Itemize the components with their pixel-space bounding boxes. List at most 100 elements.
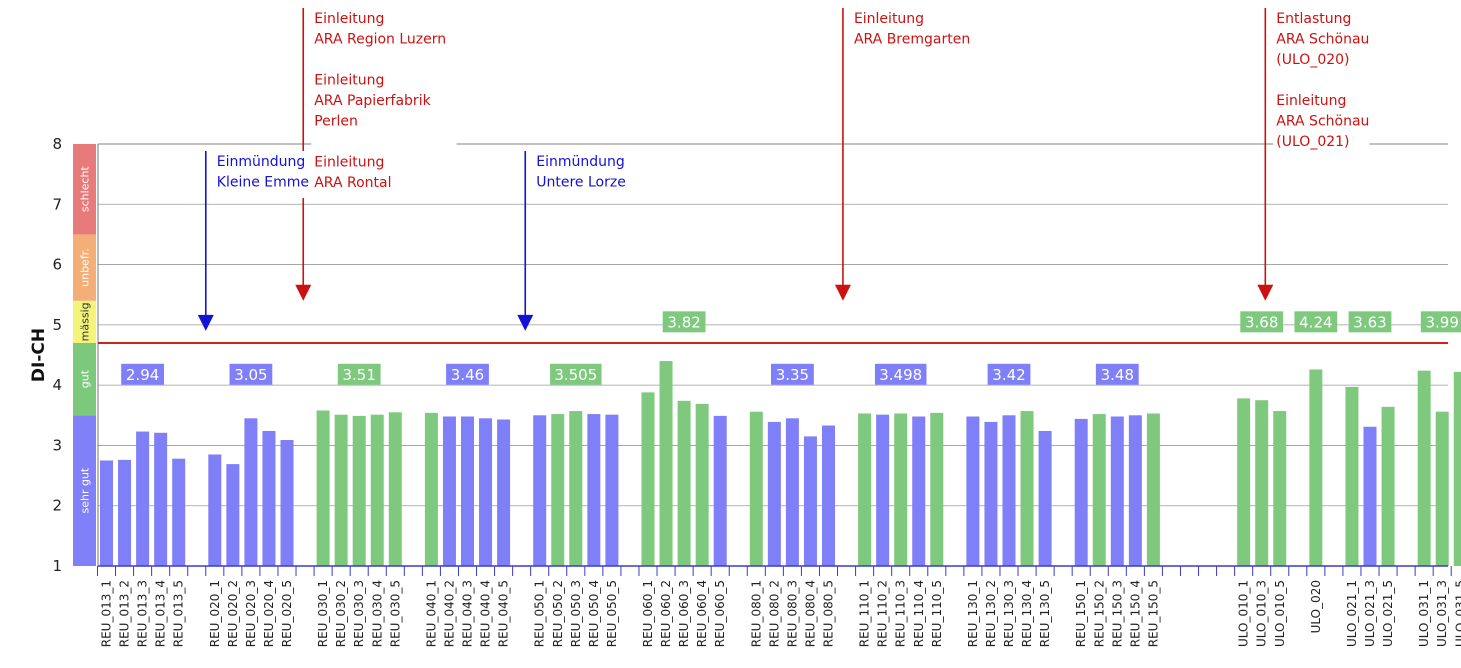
group-label-box [1240, 311, 1284, 333]
x-tick-label: REU_150_2 [1092, 580, 1106, 647]
annotations: Einleitung ARA Region Luzern Einleitung ARA… [197, 8, 1370, 331]
bar [1092, 414, 1106, 566]
bar [605, 414, 619, 566]
bar [749, 411, 763, 566]
band-1 [73, 342, 96, 416]
x-tick-label: REU_150_1 [1074, 580, 1088, 647]
band-2 [73, 300, 96, 343]
bar [1255, 400, 1269, 566]
bar [569, 411, 583, 566]
x-tick-label: REU_030_2 [334, 580, 348, 647]
bar [1002, 415, 1016, 566]
x-tick-label: REU_030_3 [352, 580, 366, 647]
x-tick-label: REU_080_1 [749, 580, 763, 647]
x-tick-label: REU_080_2 [767, 580, 781, 647]
bar [713, 415, 727, 566]
annotation-text: Einmündung [217, 154, 306, 170]
x-tick-label: REU_130_5 [1038, 580, 1052, 647]
annotation-text: ARA Rontal [314, 175, 391, 191]
x-tick-label: ULO_020 [1309, 580, 1323, 633]
bar [226, 464, 240, 566]
x-tick-label: REU_110_2 [876, 580, 890, 647]
group-label-box [1095, 363, 1139, 385]
bar [1020, 411, 1034, 566]
bar [803, 436, 817, 566]
band-label: schlecht [79, 166, 92, 213]
bar [461, 416, 474, 566]
group-label: 3.505 [554, 366, 597, 384]
x-tick-label: REU_050_4 [587, 580, 601, 647]
band-3 [73, 234, 96, 301]
x-tick-label: REU_020_3 [244, 580, 258, 647]
group-label: 2.94 [126, 366, 159, 384]
bar [894, 413, 908, 566]
x-tick-label: ULO_021_1 [1345, 580, 1359, 647]
x-tick-label: REU_150_3 [1110, 580, 1124, 647]
x-tick-label: REU_040_2 [442, 580, 456, 647]
x-tick-label: REU_060_4 [695, 580, 709, 647]
band-label: mässig [79, 302, 92, 341]
bar [1074, 418, 1088, 566]
x-tick-label: REU_013_5 [172, 580, 186, 647]
bar [641, 392, 655, 566]
bar [262, 430, 276, 566]
x-tick-label: REU_040_3 [461, 580, 475, 647]
bar [1110, 416, 1124, 566]
x-tick-label: REU_040_4 [479, 580, 493, 647]
bar [1273, 411, 1287, 566]
x-tick-label: REU_110_1 [858, 580, 872, 647]
bar [695, 403, 709, 566]
y-tick-label: 6 [52, 256, 62, 274]
x-tick-label: REU_060_3 [677, 580, 691, 647]
group-label: 4.24 [1299, 313, 1332, 331]
bars [100, 361, 1461, 566]
bar [100, 460, 113, 566]
bar [587, 414, 601, 566]
bar [858, 413, 872, 566]
y-tick-label: 7 [52, 195, 62, 213]
annotation-bg [850, 8, 972, 55]
group-label-box [446, 363, 489, 385]
annotation-bg [311, 8, 457, 199]
x-tick-label: REU_013_2 [118, 580, 132, 647]
x-tick-label: REU_013_4 [154, 580, 168, 647]
bar [533, 415, 547, 566]
group-label: 3.99 [1425, 313, 1458, 331]
group-label: 3.498 [879, 366, 922, 384]
x-tick-label: REU_110_3 [894, 580, 908, 647]
annotation-text: Einleitung [1276, 93, 1346, 109]
group-label-box [1294, 311, 1338, 333]
group-label-box [337, 363, 381, 385]
annotation-arrow-head [834, 284, 851, 301]
annotation-bg [1273, 8, 1370, 158]
bar [1146, 413, 1160, 566]
bar [1038, 430, 1052, 566]
bar [244, 418, 258, 566]
bar [1417, 370, 1431, 566]
annotation-text: ARA Schönau [1276, 32, 1369, 48]
x-tick-label: REU_030_1 [316, 580, 330, 647]
bar [316, 410, 330, 566]
annotation-text: ARA Papierfabrik [314, 93, 431, 109]
bar [208, 454, 222, 566]
x-tick-label: REU_020_4 [262, 580, 276, 647]
annotation-arrow-head [295, 284, 312, 301]
band-label: sehr gut [79, 467, 92, 513]
x-tick-label: REU_030_4 [370, 580, 384, 647]
bar [1363, 426, 1377, 566]
x-tick-label: REU_050_1 [533, 580, 547, 647]
bar [118, 459, 132, 566]
bar [172, 458, 186, 566]
bar [1309, 369, 1323, 566]
bar [1435, 411, 1449, 566]
bar [785, 418, 799, 566]
bar [442, 416, 456, 566]
bar [154, 432, 168, 566]
bar [1453, 371, 1461, 566]
x-tick-label: REU_080_4 [803, 580, 817, 647]
y-tick-label: 3 [52, 436, 62, 454]
bar [912, 416, 926, 566]
x-tick-label: REU_130_3 [1002, 580, 1016, 647]
x-tick-label: REU_050_5 [605, 580, 619, 647]
group-label-box [771, 363, 814, 385]
